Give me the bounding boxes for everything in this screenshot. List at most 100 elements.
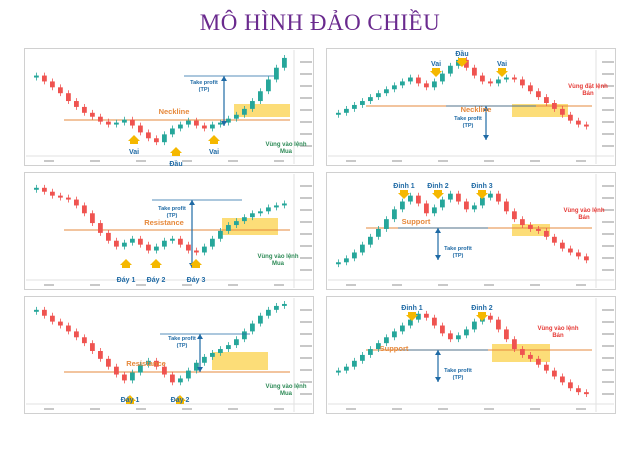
marker-arrow-down: [456, 58, 468, 67]
candle-body: [106, 232, 111, 241]
candle-body: [226, 118, 231, 123]
candle-body: [512, 211, 517, 220]
candle-body: [122, 242, 127, 247]
candle-body: [480, 75, 485, 82]
marker-arrow-up: [208, 135, 220, 144]
candle-body: [432, 207, 437, 214]
candle-body: [106, 358, 111, 367]
chart-svg: Resistance Take profit(TP) Vùng vào lệnhMu…: [24, 172, 314, 290]
candle-body: [376, 343, 381, 350]
candle-body: [536, 91, 541, 98]
candle-body: [170, 128, 175, 135]
candle-body: [344, 366, 349, 371]
candle-body: [584, 392, 589, 395]
tp-arrow-head-top: [221, 76, 227, 81]
price-tick: [300, 357, 312, 359]
candle-body: [440, 73, 445, 82]
candle-body: [258, 211, 263, 214]
candle-body: [552, 103, 557, 109]
candle-body: [98, 223, 103, 233]
candle-body: [178, 238, 183, 245]
candle-body: [258, 315, 263, 324]
candle-body: [440, 325, 445, 334]
marker-arrow-down: [432, 190, 444, 199]
price-tick: [602, 209, 614, 211]
candle-body: [400, 325, 405, 332]
price-tick: [602, 197, 614, 199]
candle-body: [154, 138, 159, 143]
chart-frame: [326, 172, 616, 290]
candle-body: [258, 91, 263, 102]
time-tick: [182, 408, 192, 410]
candle-body: [496, 193, 501, 202]
candle-body: [266, 207, 271, 212]
candle-body: [488, 81, 493, 84]
time-tick: [346, 284, 356, 286]
marker-label: Đáy 2: [171, 397, 190, 404]
candle-body: [464, 329, 469, 336]
price-tick: [602, 121, 614, 123]
candle-body: [568, 382, 573, 389]
candle-body: [130, 119, 135, 126]
candle-body: [560, 376, 565, 383]
candle-body: [448, 65, 453, 74]
candle-body: [368, 97, 373, 102]
candle-body: [408, 319, 413, 326]
tp-arrow-head-top: [197, 334, 203, 339]
chart-svg: Resistance Take profit(TP) Vùng vào lệnhMu…: [24, 296, 314, 414]
marker-label: Đỉnh 1: [401, 305, 422, 312]
time-tick: [274, 160, 284, 162]
price-tick: [300, 269, 312, 271]
candle-body: [432, 317, 437, 326]
candle-body: [448, 333, 453, 340]
tp-arrow-head-bottom: [435, 377, 441, 382]
candle-body: [114, 240, 119, 247]
candle-body: [432, 81, 437, 88]
price-tick: [300, 321, 312, 323]
candle-body: [536, 358, 541, 365]
candle-body: [282, 57, 287, 68]
zone-label-sub: Mua: [272, 261, 285, 267]
level-label: Support: [402, 217, 431, 226]
candle-body: [154, 246, 159, 251]
time-tick: [576, 408, 586, 410]
candle-body: [352, 252, 357, 259]
marker-label: Vai: [209, 149, 219, 156]
candle-body: [194, 250, 199, 253]
zone-label: Vùng vào lệnh: [563, 208, 604, 214]
zone-label-sub: Bán: [578, 215, 590, 221]
candle-body: [456, 335, 461, 340]
candle-body: [520, 219, 525, 226]
candle-body: [472, 205, 477, 210]
candle-body: [218, 349, 223, 353]
candle-body: [282, 203, 287, 206]
time-tick: [228, 284, 238, 286]
price-tick: [300, 369, 312, 371]
candle-body: [536, 228, 541, 231]
candle-body: [90, 343, 95, 351]
chart-panel-inverse-head-shoulders: Neckline Take profit (TP) Vùng vào lệnh Mua V…: [24, 48, 314, 166]
marker-arrow-up: [170, 147, 182, 156]
candle-body: [34, 75, 39, 78]
zone-label: Vùng vào lệnh: [265, 384, 306, 390]
time-tick: [44, 408, 54, 410]
marker-arrow-down: [398, 190, 410, 199]
candle-body: [130, 238, 135, 243]
candle-body: [250, 213, 255, 218]
candle-body: [266, 79, 271, 92]
price-tick: [300, 197, 312, 199]
zone-label: Vùng đặt lệnh: [568, 84, 608, 90]
marker-arrow-up: [128, 135, 140, 144]
candle-body: [138, 125, 143, 133]
candle-body: [520, 79, 525, 86]
price-tick: [602, 61, 614, 63]
time-tick: [438, 408, 448, 410]
candle-body: [138, 238, 143, 245]
marker-label: Đáy 1: [121, 397, 140, 404]
price-tick: [300, 109, 312, 111]
candle-body: [384, 219, 389, 229]
tp-arrow-head-top: [435, 228, 441, 233]
candle-body: [82, 106, 87, 113]
